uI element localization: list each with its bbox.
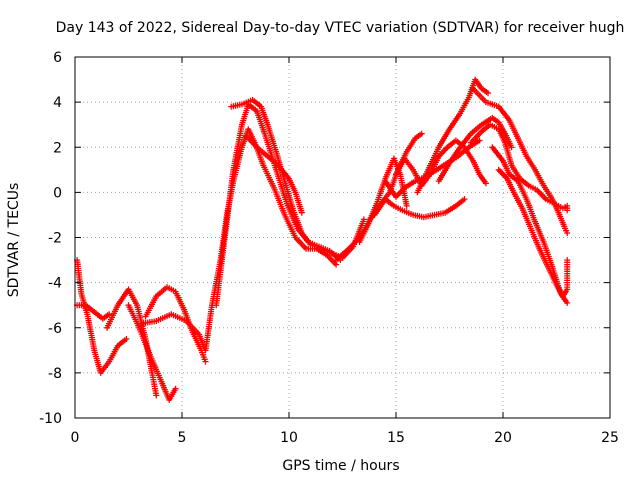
chart-title: Day 143 of 2022, Sidereal Day-to-day VTE… [56,20,625,36]
y-tick-label: 2 [53,140,62,156]
y-tick-label: -8 [48,366,62,382]
data-point-markers [414,76,491,196]
series-track-1 [74,257,130,376]
series-track-19 [470,85,571,236]
grid-lines [75,57,610,418]
data-point-markers [243,133,305,216]
data-point-markers [125,302,179,403]
y-tick-label: 4 [53,95,62,111]
data-point-markers [435,114,515,185]
series-track-9 [243,133,305,216]
y-tick-label: -6 [48,321,62,337]
y-axis-label: SDTVAR / TECUs [6,183,22,298]
x-tick-label: 5 [178,430,187,446]
series-track-16 [435,114,515,185]
axis-ticks: 0 5 10 15 20 25 -10 -8 -6 -4 -2 0 2 4 6 [39,50,619,446]
data-point-markers [470,85,571,236]
series-track-2 [74,302,113,322]
data-point-markers [74,302,113,322]
y-tick-label: -4 [48,276,62,292]
y-tick-label: 0 [53,185,62,201]
x-tick-label: 25 [601,430,619,446]
series-track-15 [414,76,491,196]
series-track-20 [495,166,571,300]
data-point-markers [495,166,571,300]
x-axis-label: GPS time / hours [282,458,399,474]
data-point-markers [371,196,468,221]
x-tick-label: 20 [494,430,512,446]
y-tick-label: 6 [53,50,62,66]
data-markers [74,76,571,403]
x-tick-label: 15 [387,430,405,446]
x-tick-label: 10 [280,430,298,446]
series-track-4 [125,302,179,403]
data-point-markers [74,257,130,376]
y-tick-label: -10 [39,411,62,427]
series-track-12 [371,196,468,221]
x-tick-label: 0 [71,430,80,446]
y-tick-label: -2 [48,231,62,247]
